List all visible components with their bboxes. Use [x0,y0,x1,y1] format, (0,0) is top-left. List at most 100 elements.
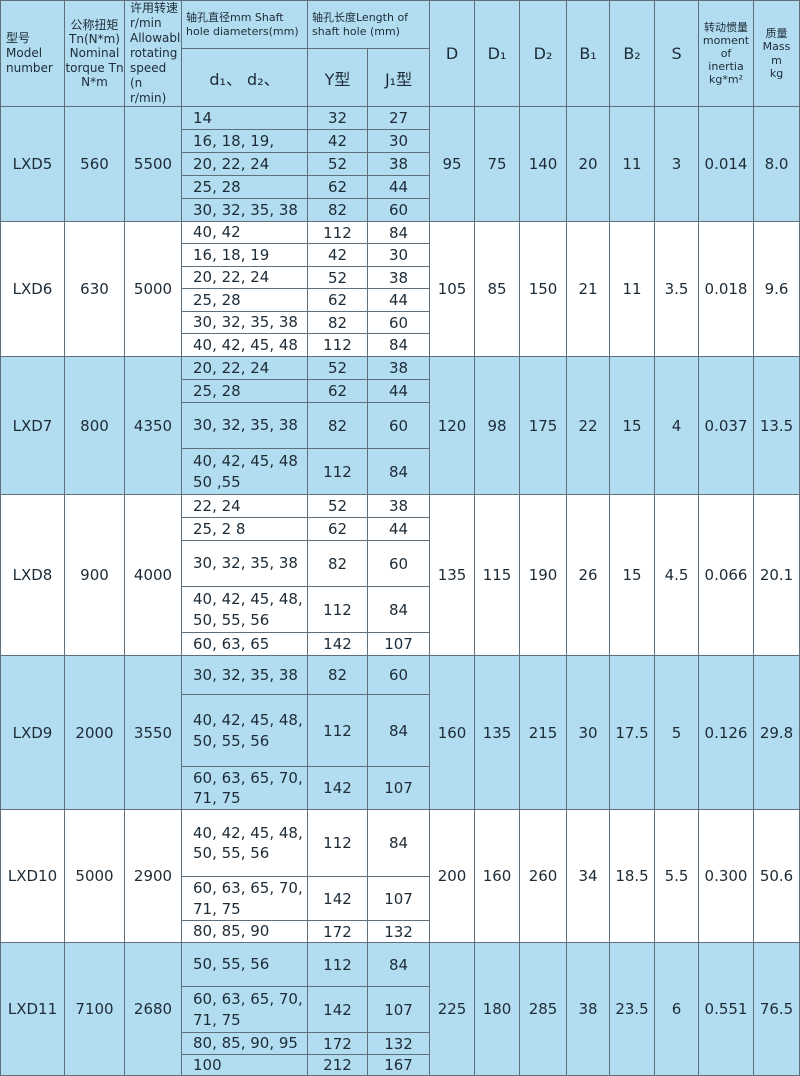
y-type-length-cell: 32 [307,106,368,130]
shaft-hole-diameters-cell: 80, 85, 90, 95 [181,1032,308,1055]
shaft-hole-diameters-cell: 30, 32, 35, 38 [181,540,308,587]
shaft-hole-diameters-cell: 25, 2 8 [181,517,308,541]
shaft-hole-diameters-cell: 16, 18, 19, [181,129,308,153]
j1-type-length-cell: 44 [366,175,431,199]
shaft-hole-diameters-cell: 30, 32, 35, 38 [181,655,308,695]
y-type-length-cell: 52 [307,494,368,518]
j1-type-length-cell: 38 [366,494,431,518]
dim-D1-cell: 85 [474,221,521,357]
dim-D1-cell: 160 [474,809,521,943]
y-type-length-cell: 142 [307,986,368,1033]
dim-S-cell: 3 [654,106,700,222]
shaft-hole-diameters-cell: 30, 32, 35, 38 [181,311,308,334]
j1-type-length-cell: 107 [366,766,431,810]
nominal-torque-cell: 7100 [64,941,125,1076]
model-number-cell: LXD7 [0,356,65,495]
shaft-hole-diameters-cell: 25, 28 [181,379,308,403]
dim-D-cell: 120 [429,356,476,495]
shaft-hole-diameters-cell: 20, 22, 24 [181,266,308,289]
dim-D-cell: 105 [429,221,476,357]
header-mass: 质量 Mass m kg [753,0,800,107]
j1-type-length-cell: 60 [366,540,431,587]
dim-B2-cell: 11 [609,106,656,222]
header-B1: B₁ [566,0,611,107]
table-body: LXD5 560 5500 14 32 27 95 75 140 20 11 3 0.014 8.0 16,… [0,106,800,1076]
y-type-length-cell: 42 [307,243,368,267]
dim-D1-cell: 180 [474,941,521,1076]
nominal-torque-cell: 800 [64,356,125,495]
moment-of-inertia-cell: 0.551 [698,941,755,1076]
dim-D2-cell: 190 [519,494,568,656]
y-type-length-cell: 42 [307,129,368,153]
j1-type-length-cell: 167 [366,1053,431,1076]
shaft-hole-diameters-cell: 30, 32, 35, 38 [181,402,308,449]
y-type-length-cell: 172 [307,920,368,943]
shaft-hole-diameters-cell: 50, 55, 56 [181,942,308,987]
allowable-speed-cell: 4000 [124,494,182,656]
j1-type-length-cell: 60 [366,311,431,334]
model-number-cell: LXD11 [0,941,65,1076]
y-type-length-cell: 112 [307,694,368,767]
nominal-torque-cell: 560 [64,106,125,222]
header-j1-type: J₁型 [366,48,431,107]
dim-D-cell: 200 [429,809,476,943]
dim-S-cell: 3.5 [654,221,700,357]
y-type-length-cell: 142 [307,766,368,810]
dim-B1-cell: 21 [566,221,611,357]
dim-S-cell: 5 [654,655,700,810]
shaft-hole-diameters-cell: 40, 42 [181,221,308,244]
model-number-cell: LXD9 [0,655,65,810]
y-type-length-cell: 62 [307,288,368,312]
dim-D-cell: 225 [429,941,476,1076]
dim-D-cell: 95 [429,106,476,222]
nominal-torque-cell: 5000 [64,809,125,943]
allowable-speed-cell: 4350 [124,356,182,495]
dim-B1-cell: 20 [566,106,611,222]
j1-type-length-cell: 44 [366,288,431,312]
dim-B2-cell: 18.5 [609,809,656,943]
header-D: D [429,0,476,107]
dim-B1-cell: 38 [566,941,611,1076]
j1-type-length-cell: 84 [366,221,431,244]
header-shaft-hole-diameters: 轴孔直径mm Shaft hole diameters(mm) [181,0,308,50]
mass-cell: 20.1 [753,494,800,656]
moment-of-inertia-cell: 0.066 [698,494,755,656]
dim-D-cell: 135 [429,494,476,656]
y-type-length-cell: 52 [307,266,368,289]
mass-cell: 50.6 [753,809,800,943]
y-type-length-cell: 82 [307,402,368,449]
dim-D1-cell: 135 [474,655,521,810]
allowable-speed-cell: 2680 [124,941,182,1076]
shaft-hole-diameters-cell: 22, 24 [181,494,308,518]
dim-B2-cell: 11 [609,221,656,357]
y-type-length-cell: 112 [307,809,368,877]
y-type-length-cell: 82 [307,655,368,695]
moment-of-inertia-cell: 0.126 [698,655,755,810]
header-model: 型号 Model number [0,0,65,107]
model-number-cell: LXD8 [0,494,65,656]
nominal-torque-cell: 630 [64,221,125,357]
table-header: 型号 Model number 公称扭矩 Tn(N*m) Nominal torq… [0,0,800,107]
shaft-hole-diameters-cell: 60, 63, 65, 70, 71, 75 [181,986,308,1033]
dim-D2-cell: 150 [519,221,568,357]
shaft-hole-diameters-cell: 40, 42, 45, 48 50 ,55 [181,448,308,495]
header-shaft-hole-length: 轴孔长度Length of shaft hole (mm) [306,0,431,50]
model-number-cell: LXD10 [0,809,65,943]
shaft-hole-diameters-cell: 20, 22, 24 [181,356,308,380]
y-type-length-cell: 62 [307,379,368,403]
shaft-hole-diameters-cell: 60, 63, 65, 70, 71, 75 [181,876,308,921]
j1-type-length-cell: 84 [366,694,431,767]
j1-type-length-cell: 84 [366,942,431,987]
shaft-hole-diameters-cell: 25, 28 [181,175,308,199]
header-moment-of-inertia: 转动惯量 moment of inertia kg*m² [698,0,755,107]
y-type-length-cell: 112 [307,942,368,987]
j1-type-length-cell: 132 [366,920,431,943]
dim-B1-cell: 30 [566,655,611,810]
dim-D2-cell: 215 [519,655,568,810]
dim-D1-cell: 115 [474,494,521,656]
j1-type-length-cell: 107 [366,986,431,1033]
header-y-type: Y型 [307,48,368,107]
j1-type-length-cell: 84 [366,448,431,495]
shaft-hole-diameters-cell: 80, 85, 90 [181,920,308,943]
shaft-hole-diameters-cell: 40, 42, 45, 48, 50, 55, 56 [181,694,308,767]
